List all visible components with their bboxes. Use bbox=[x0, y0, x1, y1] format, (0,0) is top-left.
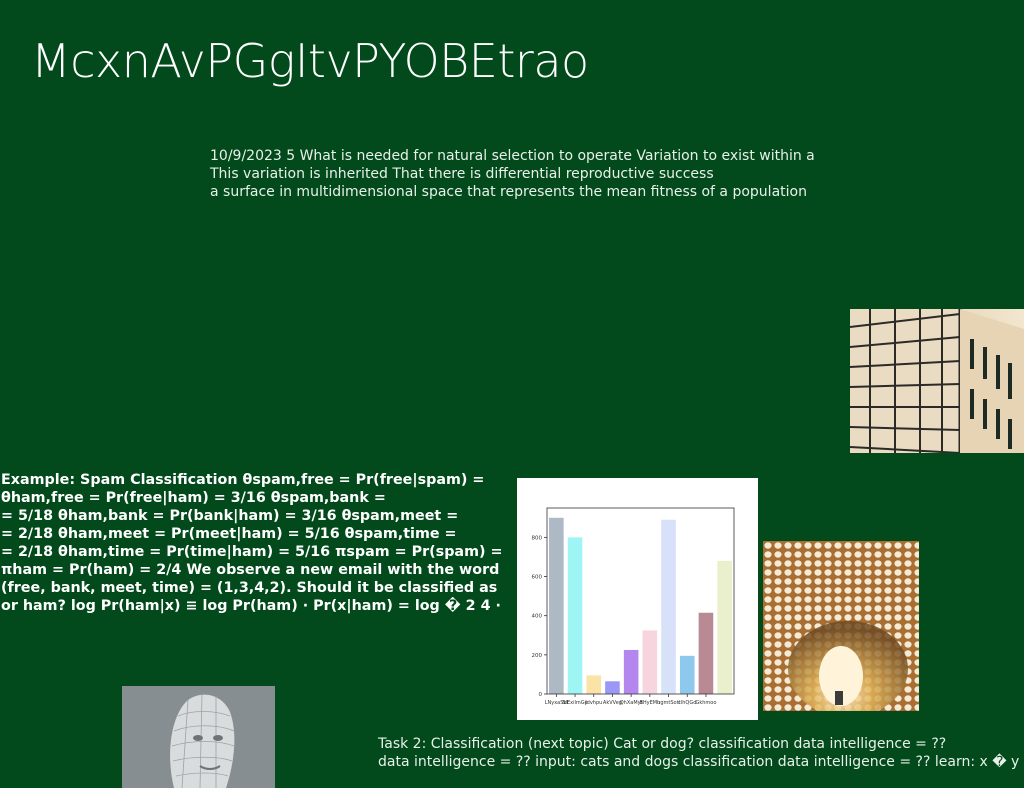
x-tick-label: Jdvhpu bbox=[584, 700, 602, 706]
example-line: Example: Spam Classification θspam,free … bbox=[1, 472, 485, 488]
bar bbox=[623, 649, 639, 694]
bar bbox=[567, 537, 583, 694]
task-line: Task 2: Classification (next topic) Cat … bbox=[378, 736, 947, 752]
y-tick-label: 400 bbox=[532, 614, 543, 620]
bar bbox=[698, 612, 714, 694]
building-photo bbox=[850, 309, 1024, 453]
plot-frame bbox=[546, 507, 735, 695]
intro-paragraph: 10/9/2023 5 What is needed for natural s… bbox=[210, 147, 815, 201]
bar-chart: 0 200 400 600 800 LNyxaSbl SlExilmGe Jdvhpu AkVV… bbox=[517, 478, 758, 720]
bar bbox=[642, 630, 658, 694]
wireframe-face-photo bbox=[122, 686, 275, 788]
x-tick-label: hgmtSotl bbox=[657, 700, 680, 706]
bar bbox=[605, 681, 620, 694]
building-facade-graphic bbox=[850, 309, 1024, 453]
example-line: θham,free = Pr(free|ham) = 3/16 θspam,ba… bbox=[1, 490, 386, 506]
lattice-tunnel-graphic bbox=[763, 541, 919, 711]
x-tick-label: AkVVeg bbox=[603, 700, 622, 706]
task-text: Task 2: Classification (next topic) Cat … bbox=[378, 735, 1019, 771]
intro-line: a surface in multidimensional space that… bbox=[210, 184, 807, 200]
y-tick-label: 600 bbox=[532, 575, 543, 581]
slide-title: McxnAvPGgItvPYOBEtrao bbox=[31, 34, 589, 88]
x-tick-label: clhQGd bbox=[678, 700, 696, 706]
example-line: or ham? log Pr(ham|x) ≡ log Pr(ham) · Pr… bbox=[1, 598, 501, 614]
y-tick-label: 200 bbox=[532, 653, 543, 659]
task-line: data intelligence = ?? input: cats and d… bbox=[378, 754, 1020, 770]
x-tick-label: Gkhmoo bbox=[695, 700, 716, 706]
intro-line: This variation is inherited That there i… bbox=[210, 166, 714, 182]
x-tick-label: BHyEMu bbox=[639, 700, 660, 706]
wireframe-head-graphic bbox=[122, 686, 275, 788]
bar bbox=[586, 675, 602, 694]
example-line: (free, bank, meet, time) = (1,3,4,2). Sh… bbox=[1, 580, 498, 596]
y-tick-label: 0 bbox=[539, 692, 543, 698]
x-tick-label: SlExilmGe bbox=[562, 700, 587, 706]
x-tick-label: QhXaMyt bbox=[620, 700, 643, 706]
bar bbox=[717, 560, 732, 694]
lattice-photo bbox=[763, 541, 919, 711]
example-line: = 2/18 θham,time = Pr(time|ham) = 5/16 π… bbox=[1, 544, 501, 560]
bar bbox=[549, 517, 564, 694]
bar bbox=[661, 519, 676, 694]
spam-example-text: Example: Spam Classification θspam,free … bbox=[1, 471, 501, 615]
bar bbox=[679, 655, 695, 694]
x-tick-label: LNyxaSbl bbox=[545, 700, 568, 706]
intro-line: 10/9/2023 5 What is needed for natural s… bbox=[210, 148, 815, 164]
y-tick-label: 800 bbox=[532, 535, 543, 541]
example-line: = 2/18 θham,meet = Pr(meet|ham) = 5/16 θ… bbox=[1, 526, 457, 542]
example-line: = 5/18 θham,bank = Pr(bank|ham) = 3/16 θ… bbox=[1, 508, 459, 524]
example-line: πham = Pr(ham) = 2/4 We observe a new em… bbox=[1, 562, 500, 578]
